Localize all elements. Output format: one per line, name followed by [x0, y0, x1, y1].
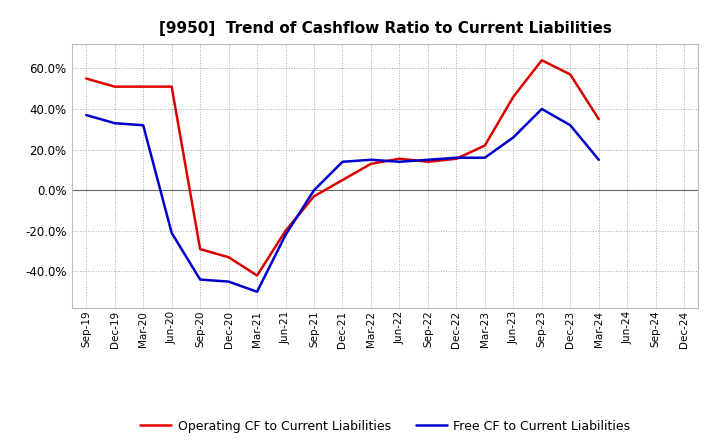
Free CF to Current Liabilities	[395, 159, 404, 165]
Operating CF to Current Liabilities	[82, 76, 91, 81]
Operating CF to Current Liabilities	[452, 156, 461, 161]
Free CF to Current Liabilities	[566, 123, 575, 128]
Free CF to Current Liabilities	[282, 232, 290, 238]
Free CF to Current Liabilities	[452, 155, 461, 160]
Operating CF to Current Liabilities	[595, 117, 603, 122]
Line: Free CF to Current Liabilities: Free CF to Current Liabilities	[86, 109, 599, 292]
Operating CF to Current Liabilities	[395, 156, 404, 161]
Free CF to Current Liabilities	[366, 157, 375, 162]
Operating CF to Current Liabilities	[480, 143, 489, 148]
Operating CF to Current Liabilities	[423, 159, 432, 165]
Operating CF to Current Liabilities	[537, 58, 546, 63]
Free CF to Current Liabilities	[167, 230, 176, 235]
Title: [9950]  Trend of Cashflow Ratio to Current Liabilities: [9950] Trend of Cashflow Ratio to Curren…	[159, 21, 611, 36]
Free CF to Current Liabilities	[225, 279, 233, 284]
Free CF to Current Liabilities	[253, 289, 261, 294]
Operating CF to Current Liabilities	[310, 194, 318, 199]
Operating CF to Current Liabilities	[225, 255, 233, 260]
Legend: Operating CF to Current Liabilities, Free CF to Current Liabilities: Operating CF to Current Liabilities, Fre…	[135, 414, 635, 437]
Free CF to Current Liabilities	[537, 106, 546, 112]
Free CF to Current Liabilities	[509, 135, 518, 140]
Operating CF to Current Liabilities	[566, 72, 575, 77]
Free CF to Current Liabilities	[82, 113, 91, 118]
Operating CF to Current Liabilities	[338, 177, 347, 183]
Free CF to Current Liabilities	[310, 187, 318, 193]
Line: Operating CF to Current Liabilities: Operating CF to Current Liabilities	[86, 60, 599, 275]
Free CF to Current Liabilities	[423, 157, 432, 162]
Free CF to Current Liabilities	[595, 157, 603, 162]
Operating CF to Current Liabilities	[282, 228, 290, 234]
Operating CF to Current Liabilities	[253, 273, 261, 278]
Operating CF to Current Liabilities	[366, 161, 375, 166]
Free CF to Current Liabilities	[338, 159, 347, 165]
Free CF to Current Liabilities	[139, 123, 148, 128]
Operating CF to Current Liabilities	[139, 84, 148, 89]
Free CF to Current Liabilities	[480, 155, 489, 160]
Operating CF to Current Liabilities	[110, 84, 119, 89]
Operating CF to Current Liabilities	[167, 84, 176, 89]
Operating CF to Current Liabilities	[196, 246, 204, 252]
Operating CF to Current Liabilities	[509, 94, 518, 99]
Free CF to Current Liabilities	[196, 277, 204, 282]
Free CF to Current Liabilities	[110, 121, 119, 126]
